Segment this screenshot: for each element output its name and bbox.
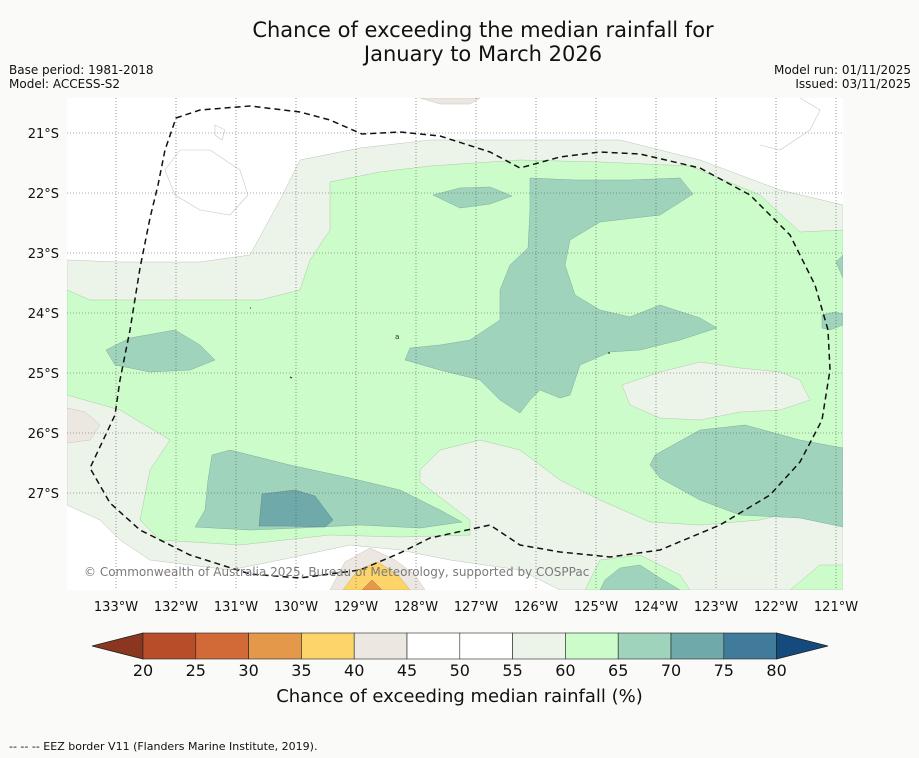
- band-65-70-north: [432, 186, 513, 209]
- copyright-notice: © Commonwealth of Australia 2025, Bureau…: [84, 565, 590, 579]
- model-run: Model run: 01/11/2025: [773, 63, 911, 77]
- colorbar-tick-label: 70: [661, 661, 681, 680]
- colorbar-segment: [353, 632, 408, 660]
- lat-label: 23°S: [28, 247, 59, 262]
- colorbar-tick-label: 75: [714, 661, 734, 680]
- meta-left: Base period: 1981-2018 Model: ACCESS-S2: [9, 63, 154, 91]
- colorbar-tick-label: 30: [238, 661, 258, 680]
- lat-label: 21°S: [28, 127, 59, 142]
- lon-label: 128°W: [394, 600, 438, 615]
- band-60-65-south-corner: [789, 564, 843, 590]
- band-40-45-north: [419, 98, 481, 105]
- band-65-70-east: [649, 424, 843, 528]
- lon-label: 130°W: [274, 600, 318, 615]
- band-65-70-west: [105, 329, 216, 373]
- lon-label: 133°W: [94, 600, 138, 615]
- colorbar: 20 25 30 35 40 45 50 55 60 65 70 75 80: [91, 632, 829, 680]
- graticule: [67, 98, 843, 590]
- issued-date: Issued: 03/11/2025: [795, 77, 911, 91]
- base-period: Base period: 1981-2018: [9, 63, 154, 77]
- lat-label: 24°S: [28, 307, 59, 322]
- colorbar-segment: [617, 632, 672, 660]
- colorbar-extend-high: [776, 632, 829, 660]
- map-field: [67, 98, 843, 590]
- title-line-2: January to March 2026: [363, 42, 603, 66]
- band-55-60-interior: [621, 361, 811, 421]
- colorbar-segment: [406, 632, 461, 660]
- lat-label: 22°S: [28, 187, 59, 202]
- band-35-40-south: [342, 561, 411, 590]
- lon-label: 123°W: [694, 600, 738, 615]
- colorbar-tick-label: 45: [397, 661, 417, 680]
- colorbar-tick-label: 80: [766, 661, 786, 680]
- lon-label: 127°W: [454, 600, 498, 615]
- colorbar-tick-label: 20: [133, 661, 153, 680]
- colorbar-tick-label: 65: [608, 661, 628, 680]
- lon-label: 132°W: [154, 600, 198, 615]
- lon-label: 122°W: [754, 600, 798, 615]
- contour-north-2: [214, 124, 226, 141]
- band-40-45-west: [67, 407, 101, 444]
- band-65-70-southeast: [599, 564, 681, 590]
- colorbar-tick-label: 50: [450, 661, 470, 680]
- contour-north-3: [759, 98, 821, 151]
- colorbar-segment: [565, 632, 619, 660]
- colorbar-title: Chance of exceeding median rainfall (%): [276, 686, 643, 707]
- map-title: Chance of exceeding the median rainfall …: [0, 18, 919, 66]
- band-65-70-central: [404, 177, 718, 414]
- colorbar-segment: [459, 632, 513, 660]
- colorbar-segment: [195, 632, 249, 660]
- band-65-70-eastedge-2: [835, 254, 843, 279]
- lat-labels: 21°S 22°S 23°S 24°S 25°S 26°S 27°S: [28, 127, 59, 502]
- colorbar-tick-label: 40: [344, 661, 364, 680]
- colorbar-tick-label: 60: [555, 661, 575, 680]
- colorbar-tick-label: 55: [502, 661, 522, 680]
- lon-label: 126°W: [514, 600, 558, 615]
- eez-legend-note: -- -- -- EEZ border V11 (Flanders Marine…: [9, 740, 318, 753]
- colorbar-segment: [512, 632, 566, 660]
- colorbar-segment: [723, 632, 777, 660]
- model-name: Model: ACCESS-S2: [9, 77, 121, 91]
- island-marker: a: [395, 333, 399, 341]
- colorbar-tick-label: 25: [186, 661, 206, 680]
- colorbar-extend-low: [91, 632, 144, 660]
- colorbar-segment: [670, 632, 725, 660]
- lat-label: 26°S: [28, 427, 59, 442]
- colorbar-segment: [248, 632, 302, 660]
- island-marker-4: [289, 376, 293, 379]
- colorbar-segment: [142, 632, 197, 660]
- lon-label: 129°W: [334, 600, 378, 615]
- title-line-1: Chance of exceeding the median rainfall …: [252, 18, 714, 42]
- contour-north-1: [164, 149, 249, 216]
- lon-label: 125°W: [574, 600, 618, 615]
- band-70-75: [258, 489, 334, 528]
- meta-right: Model run: 01/11/2025 Issued: 03/11/2025: [774, 63, 911, 91]
- lat-label: 27°S: [28, 487, 59, 502]
- lon-label: 121°W: [814, 600, 858, 615]
- lon-labels: 133°W 132°W 131°W 130°W 129°W 128°W 127°…: [94, 600, 858, 615]
- lat-label: 25°S: [28, 367, 59, 382]
- lon-label: 131°W: [214, 600, 258, 615]
- colorbar-segment: [301, 632, 355, 660]
- colorbar-tick-label: 35: [291, 661, 311, 680]
- band-30-35-south: [361, 579, 383, 590]
- lon-label: 124°W: [634, 600, 678, 615]
